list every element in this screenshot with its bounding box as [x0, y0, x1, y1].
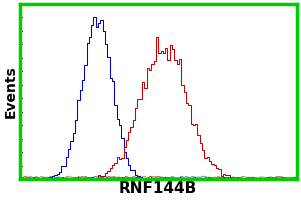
- Y-axis label: Events: Events: [4, 65, 18, 118]
- X-axis label: RNF144B: RNF144B: [119, 181, 197, 196]
